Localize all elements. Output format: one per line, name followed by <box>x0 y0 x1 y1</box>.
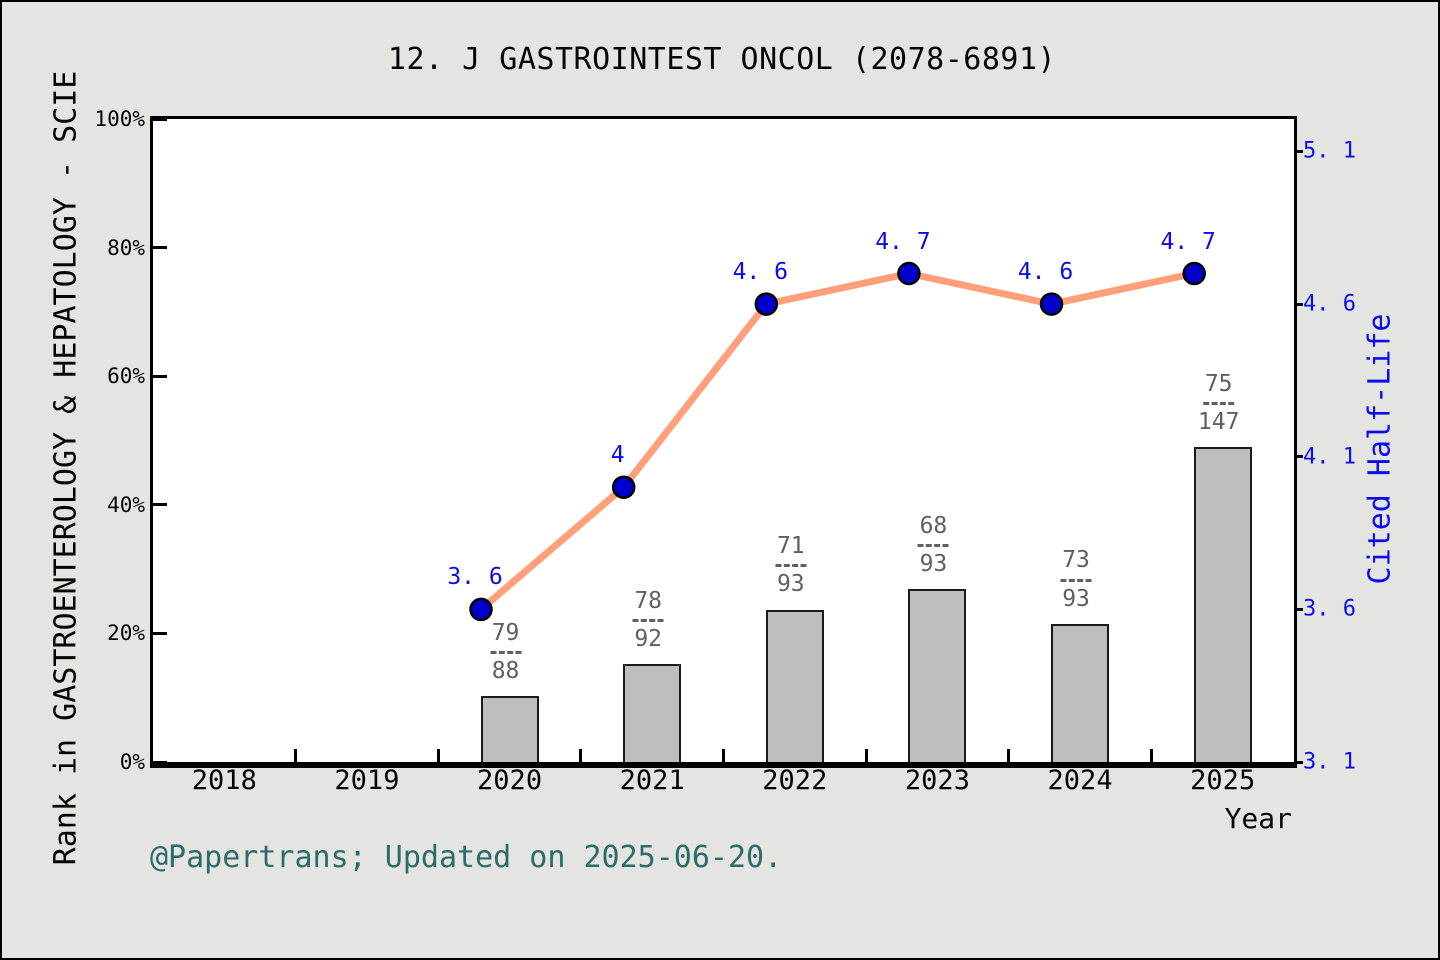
x-minor-tick <box>1007 749 1011 762</box>
data-point-2020 <box>469 597 493 622</box>
left-tick <box>153 246 167 250</box>
left-tick-label: 40% <box>107 492 145 517</box>
left-tick <box>153 117 167 121</box>
rank-numerator: 78 <box>634 587 663 614</box>
right-tick-label: 4. 6 <box>1303 291 1356 317</box>
left-tick <box>153 760 167 764</box>
rank-numerator: 68 <box>919 512 948 539</box>
x-minor-tick <box>722 749 725 762</box>
rank-fraction-2020: 79 88 <box>490 620 522 685</box>
rank-fraction-2024: 73 93 <box>1060 547 1092 612</box>
point-label-2025: 4. 7 <box>1160 228 1216 255</box>
right-tick <box>1294 149 1303 153</box>
xtick-label-2024: 2024 <box>1047 765 1113 796</box>
data-point-2025 <box>1182 261 1206 286</box>
point-label-2021: 4 <box>610 442 625 469</box>
xtick-label-2022: 2022 <box>762 765 828 796</box>
data-point-2022 <box>754 292 779 316</box>
bar-2024 <box>1051 623 1110 762</box>
right-tick <box>1294 607 1303 611</box>
left-tick-label: 0% <box>119 750 145 774</box>
cited-half-life-line <box>477 270 1198 613</box>
left-tick <box>153 374 167 378</box>
point-label-2024: 4. 6 <box>1017 259 1074 286</box>
rank-fraction-2021: 78 92 <box>632 587 664 653</box>
plot-area: 79 88 78 92 71 93 68 93 73 93 75 147 3. 6 4 4. 6 4. 7 4.… <box>153 119 1294 762</box>
rank-numerator: 73 <box>1062 547 1090 574</box>
bar-2023 <box>908 589 967 762</box>
x-axis-label: Year <box>1224 802 1292 835</box>
rank-denominator: 93 <box>776 571 805 598</box>
rank-numerator: 71 <box>776 533 805 560</box>
left-tick-label: 60% <box>107 364 145 389</box>
x-minor-tick <box>436 749 440 762</box>
right-tick <box>1294 302 1303 306</box>
right-tick-label: 3. 1 <box>1303 749 1356 775</box>
x-minor-tick <box>294 749 298 762</box>
watermark-text: @Papertrans; Updated on 2025-06-20. <box>150 840 783 875</box>
rank-fraction-2023: 68 93 <box>917 512 949 577</box>
fraction-bar <box>917 543 949 547</box>
fraction-bar <box>490 651 522 655</box>
rank-numerator: 75 <box>1204 370 1233 397</box>
right-tick-label: 3. 6 <box>1303 596 1356 622</box>
right-tick-label: 4. 1 <box>1303 444 1356 470</box>
rank-denominator: 92 <box>634 626 663 653</box>
fraction-bar <box>1203 401 1235 405</box>
x-minor-tick <box>1149 749 1153 762</box>
chart-title: 12. J GASTROINTEST ONCOL (2078-6891) <box>387 42 1057 77</box>
rank-denominator: 147 <box>1197 408 1240 435</box>
rank-fraction-2025: 75 147 <box>1198 372 1240 434</box>
xtick-label-2018: 2018 <box>191 765 257 796</box>
rank-denominator: 93 <box>1062 585 1090 612</box>
rank-denominator: 93 <box>919 550 948 577</box>
xtick-label-2023: 2023 <box>904 765 970 796</box>
xtick-label-2019: 2019 <box>334 765 400 796</box>
x-minor-tick <box>864 749 868 762</box>
point-label-2023: 4. 7 <box>875 228 931 255</box>
right-tick-label: 5. 1 <box>1303 138 1356 164</box>
left-tick <box>153 631 167 635</box>
data-point-2024 <box>1039 292 1064 316</box>
point-label-2022: 4. 6 <box>732 259 788 286</box>
rank-fraction-2022: 71 93 <box>775 533 807 598</box>
bar-2025 <box>1193 446 1252 762</box>
data-point-2021 <box>611 475 636 499</box>
cited-half-life-line-layer <box>469 261 1206 622</box>
right-tick <box>1294 760 1303 764</box>
bar-2021 <box>623 664 682 762</box>
rank-denominator: 88 <box>491 658 520 685</box>
rank-numerator: 79 <box>491 620 520 647</box>
xtick-label-2025: 2025 <box>1190 765 1256 796</box>
right-axis-label: Cited Half-Life <box>1362 313 1398 585</box>
left-axis-label: Rank in GASTROENTEROLOGY & HEPATOLOGY - … <box>48 70 84 866</box>
fraction-bar <box>632 619 664 623</box>
bar-2022 <box>765 609 824 762</box>
fraction-bar <box>775 564 807 568</box>
bar-2020 <box>480 696 539 762</box>
point-label-2020: 3. 6 <box>447 564 503 591</box>
fraction-bar <box>1060 578 1092 582</box>
xtick-label-2021: 2021 <box>619 765 685 796</box>
x-minor-tick <box>579 749 583 762</box>
left-tick <box>153 503 167 507</box>
data-point-2023 <box>897 261 921 286</box>
left-tick-label: 100% <box>94 107 145 131</box>
xtick-label-2020: 2020 <box>477 765 543 796</box>
right-tick <box>1294 455 1303 459</box>
left-tick-label: 80% <box>107 235 145 260</box>
left-tick-label: 20% <box>107 621 145 646</box>
